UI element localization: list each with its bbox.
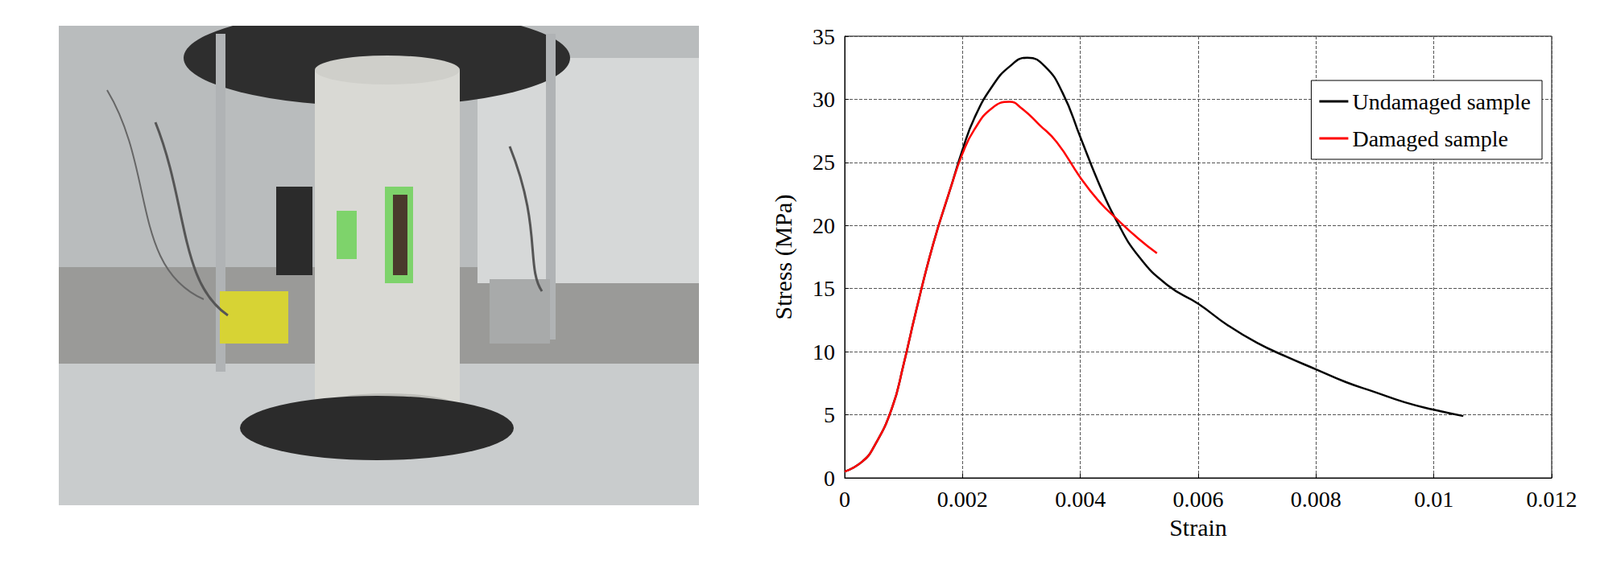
- svg-text:0.004: 0.004: [1054, 487, 1106, 513]
- svg-text:0.01: 0.01: [1413, 487, 1454, 513]
- svg-text:30: 30: [812, 86, 836, 112]
- svg-text:0.012: 0.012: [1526, 487, 1578, 513]
- svg-text:Strain: Strain: [1169, 514, 1228, 542]
- svg-text:0: 0: [839, 487, 851, 513]
- svg-text:25: 25: [812, 149, 836, 175]
- svg-text:Undamaged sample: Undamaged sample: [1351, 89, 1531, 115]
- svg-text:5: 5: [823, 402, 836, 428]
- svg-text:Damaged sample: Damaged sample: [1351, 126, 1509, 152]
- svg-text:0: 0: [823, 466, 836, 492]
- svg-text:0.008: 0.008: [1290, 487, 1342, 513]
- svg-text:10: 10: [812, 339, 836, 365]
- svg-text:35: 35: [812, 24, 836, 50]
- svg-text:Stress (MPa): Stress (MPa): [769, 194, 798, 321]
- svg-text:15: 15: [812, 276, 836, 302]
- svg-text:20: 20: [812, 213, 836, 239]
- svg-text:0.006: 0.006: [1173, 487, 1224, 513]
- svg-text:0.002: 0.002: [937, 487, 989, 513]
